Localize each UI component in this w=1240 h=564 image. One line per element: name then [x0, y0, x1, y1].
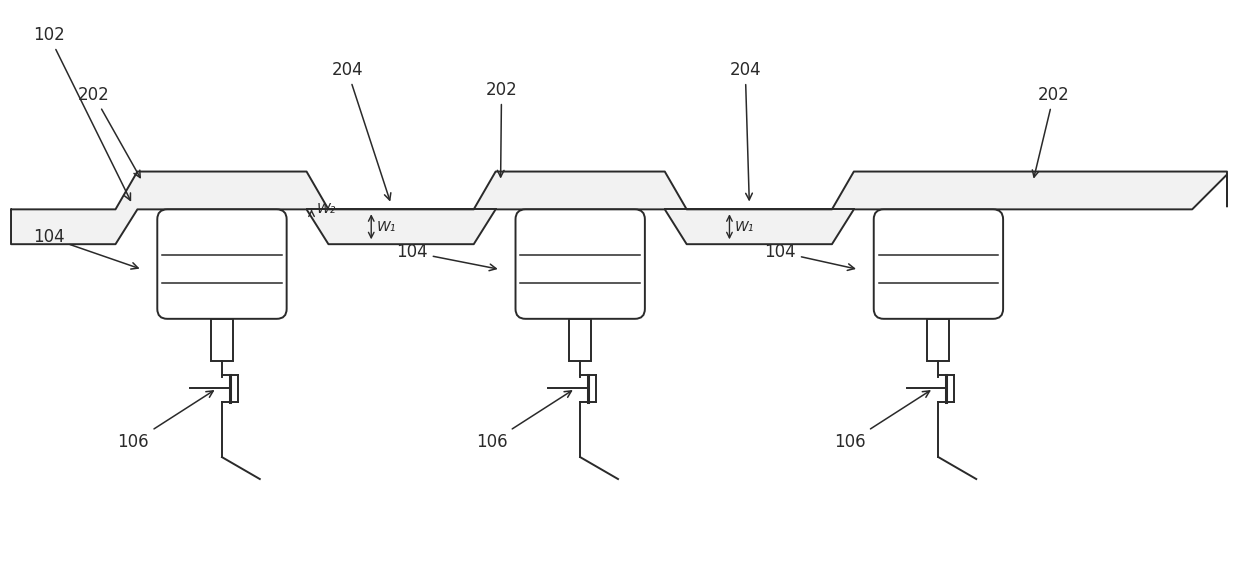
Text: 106: 106 [835, 391, 930, 451]
FancyBboxPatch shape [157, 209, 286, 319]
Text: 204: 204 [729, 61, 761, 200]
Text: 104: 104 [764, 243, 854, 270]
FancyBboxPatch shape [874, 209, 1003, 319]
Text: W₂: W₂ [316, 202, 336, 217]
Text: 204: 204 [331, 61, 391, 200]
FancyBboxPatch shape [516, 209, 645, 319]
Text: 202: 202 [78, 86, 140, 178]
Bar [211, 319, 233, 360]
Text: 106: 106 [118, 391, 213, 451]
Polygon shape [11, 171, 1228, 244]
Bar [928, 319, 950, 360]
Text: 104: 104 [396, 243, 496, 271]
Text: 102: 102 [33, 26, 130, 200]
Text: W₁: W₁ [734, 220, 754, 233]
Bar [569, 319, 591, 360]
Text: W₁: W₁ [376, 220, 396, 233]
Text: 202: 202 [486, 81, 517, 177]
Text: 202: 202 [1033, 86, 1070, 177]
Text: 106: 106 [476, 391, 572, 451]
Text: 104: 104 [33, 228, 138, 269]
